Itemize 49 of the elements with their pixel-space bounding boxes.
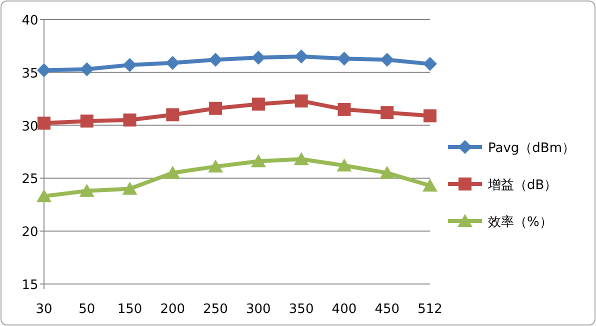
y-tick-label: 15 bbox=[22, 278, 38, 293]
point bbox=[338, 102, 351, 116]
x-tick-label: 30 bbox=[36, 302, 52, 317]
point bbox=[123, 114, 136, 127]
x-tick-label: 300 bbox=[246, 302, 271, 317]
point bbox=[79, 184, 94, 197]
point bbox=[422, 178, 438, 192]
point bbox=[250, 154, 266, 168]
point bbox=[122, 58, 137, 72]
point bbox=[208, 52, 223, 67]
x-tick-label: 350 bbox=[288, 302, 314, 317]
point bbox=[380, 106, 394, 120]
legend-label: 效率（%） bbox=[488, 214, 552, 230]
point bbox=[294, 94, 308, 108]
point bbox=[122, 182, 138, 195]
x-tick-label: 150 bbox=[117, 302, 142, 317]
point bbox=[423, 56, 437, 71]
point bbox=[424, 109, 436, 122]
point bbox=[80, 114, 94, 128]
x-tick-label: 200 bbox=[160, 302, 186, 317]
point bbox=[294, 152, 309, 166]
point bbox=[165, 166, 180, 179]
point bbox=[209, 102, 222, 115]
legend-label: 增益（dB） bbox=[487, 178, 558, 193]
x-tick-label: 450 bbox=[374, 302, 400, 317]
x-tick-label: 400 bbox=[332, 302, 357, 317]
x-tick-label: 250 bbox=[203, 302, 228, 317]
point bbox=[37, 63, 51, 78]
x-tick-label: 50 bbox=[78, 302, 96, 317]
point bbox=[252, 98, 265, 111]
y-tick-label: 40 bbox=[22, 14, 38, 28]
legend-label: Pavg（dBm） bbox=[488, 141, 576, 156]
point bbox=[294, 50, 308, 64]
point bbox=[251, 50, 266, 65]
y-tick-label: 35 bbox=[22, 66, 38, 82]
point bbox=[38, 116, 50, 130]
x-tick-label: 512 bbox=[418, 302, 442, 317]
point bbox=[208, 160, 224, 173]
y-tick-label: 30 bbox=[22, 119, 38, 134]
y-tick-label: 20 bbox=[22, 225, 38, 240]
y-tick-label: 25 bbox=[22, 172, 38, 188]
point bbox=[80, 62, 94, 76]
point bbox=[337, 52, 352, 66]
point bbox=[380, 166, 395, 179]
point bbox=[380, 52, 394, 67]
point bbox=[336, 158, 352, 172]
point bbox=[166, 56, 180, 70]
point bbox=[36, 189, 52, 202]
point bbox=[166, 108, 180, 122]
